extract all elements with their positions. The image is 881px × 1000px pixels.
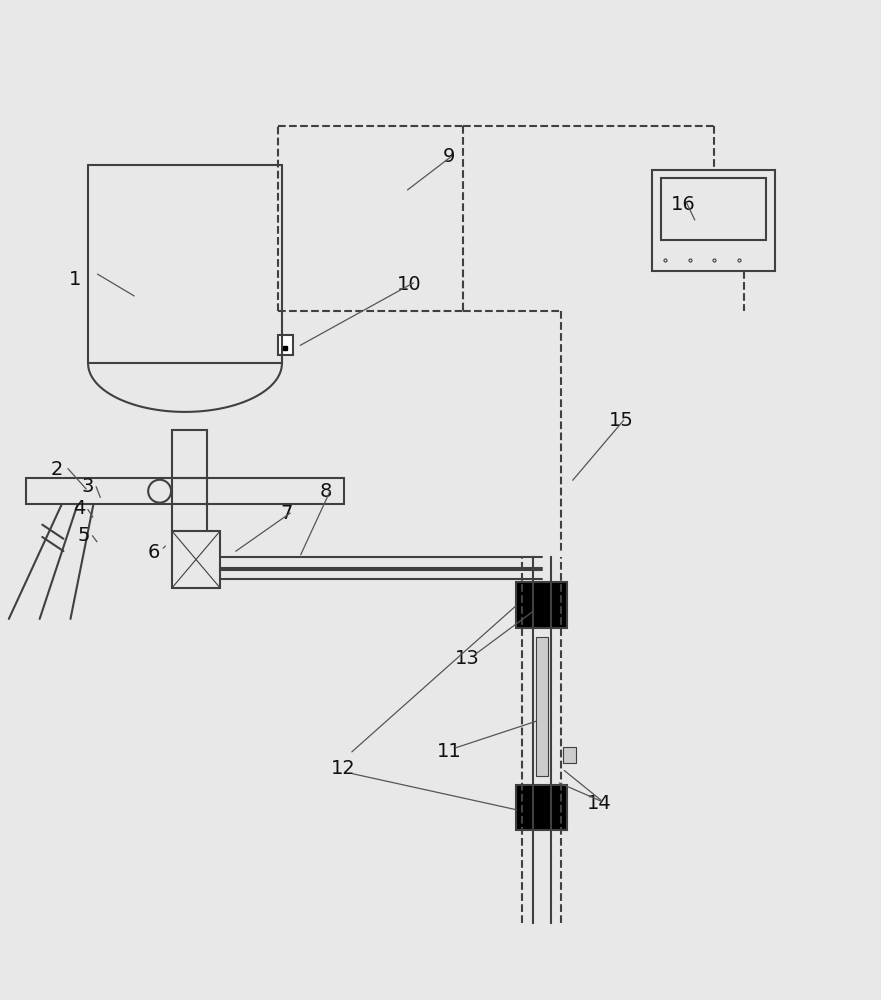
Bar (172, 531, 220, 588)
Bar (563, 747, 576, 763)
Bar (661, 178, 766, 240)
Text: 1: 1 (69, 270, 81, 289)
Text: 9: 9 (443, 147, 455, 166)
Text: 5: 5 (78, 526, 90, 545)
Bar (278, 335, 293, 355)
Bar (652, 170, 775, 271)
Text: 10: 10 (397, 275, 422, 294)
Text: 14: 14 (587, 794, 611, 813)
Text: 3: 3 (82, 477, 94, 496)
Bar (172, 430, 207, 478)
Text: 2: 2 (51, 460, 63, 479)
Bar (536, 637, 548, 776)
Text: 6: 6 (148, 543, 160, 562)
Text: 16: 16 (670, 195, 695, 214)
Bar (516, 582, 567, 628)
Text: 8: 8 (320, 482, 332, 501)
Text: 4: 4 (73, 499, 85, 518)
Bar (516, 785, 567, 830)
Text: 15: 15 (609, 411, 633, 430)
Text: 12: 12 (331, 759, 356, 778)
Text: 7: 7 (280, 504, 292, 523)
Text: 13: 13 (455, 649, 479, 668)
Text: 11: 11 (437, 742, 462, 761)
Bar (26, 478, 344, 504)
